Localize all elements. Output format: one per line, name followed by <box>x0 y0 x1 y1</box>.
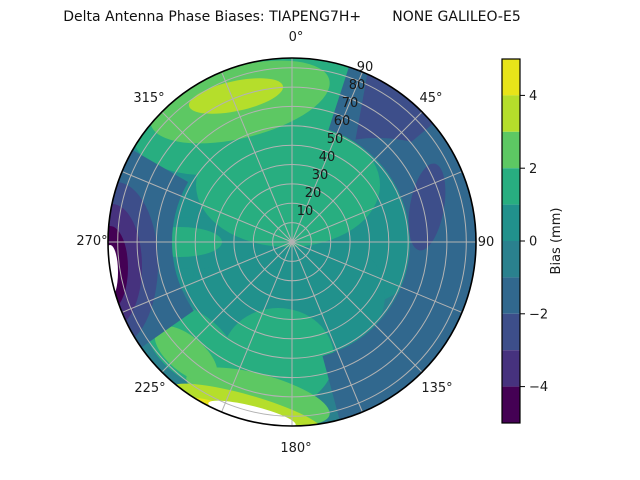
grid-spoke <box>291 111 423 243</box>
colorbar-tick-label: 4 <box>529 89 537 104</box>
theta-tick-label-180: 180° <box>280 441 311 456</box>
r-tick-label: 30 <box>312 168 329 183</box>
colorbar-tick-labels: 4 2 0 −2 −4 <box>529 89 548 395</box>
colorbar-tick-label: −2 <box>529 307 548 322</box>
contour-band-neg2-neg1-right <box>322 65 476 422</box>
grid-spoke <box>291 171 463 243</box>
radial-tick-labels: 10 20 30 40 50 60 70 80 90 <box>297 60 374 219</box>
r-tick-label: 20 <box>305 186 322 201</box>
colorbar-band <box>502 313 520 351</box>
plot-rim <box>107 57 477 427</box>
theta-tick-label-45: 45° <box>419 91 442 106</box>
r-tick-label: 90 <box>357 60 374 75</box>
colorbar-band <box>502 59 520 96</box>
grid-spoke <box>291 71 363 243</box>
colorbar-band <box>502 350 520 387</box>
theta-tick-label-0: 0° <box>289 30 304 45</box>
colorbar-ticks <box>520 94 525 388</box>
colorbar-band <box>502 131 520 169</box>
contour-band-2-3 <box>186 367 330 425</box>
theta-tick-label-135: 135° <box>421 381 452 396</box>
colorbar-band <box>502 386 520 423</box>
colorbar-tick-label: 2 <box>529 162 537 177</box>
colorbar-band <box>502 95 520 132</box>
grid-spoke <box>291 241 463 313</box>
colorbar-band <box>502 204 520 241</box>
grid-spoke <box>121 241 293 313</box>
theta-tick-label-225: 225° <box>134 381 165 396</box>
colorbar: 4 2 0 −2 −4 Bias (mm) <box>501 58 564 424</box>
colorbar-tick-label: −4 <box>529 380 548 395</box>
polar-grid <box>108 58 476 426</box>
grid-spoke <box>221 71 293 243</box>
azimuth-tick-labels: 0° 45° 90 135° 180° 225° 270° 315° <box>76 30 494 456</box>
r-tick-label: 60 <box>334 114 351 129</box>
r-tick-label: 80 <box>349 78 366 93</box>
contour-band-neg3-neg2-rim <box>355 72 435 142</box>
r-tick-label: 50 <box>327 132 344 147</box>
grid-spoke <box>291 241 363 413</box>
colorbar-band <box>502 277 520 314</box>
grid-spoke <box>161 111 293 243</box>
colorbar-axis-label: Bias (mm) <box>549 208 564 275</box>
colorbar-band <box>502 168 520 205</box>
theta-tick-label-270: 270° <box>76 234 107 249</box>
theta-tick-label-315: 315° <box>133 91 164 106</box>
grid-spoke <box>161 241 293 373</box>
theta-tick-label-90: 90 <box>478 235 495 250</box>
r-tick-label: 40 <box>319 150 336 165</box>
chart-title: Delta Antenna Phase Biases: TIAPENG7H+ N… <box>63 9 521 25</box>
r-tick-label: 70 <box>342 96 359 111</box>
grid-spoke <box>291 241 423 373</box>
grid-spoke <box>121 171 293 243</box>
colorbar-tick-label: 0 <box>529 235 537 250</box>
contour-overflow-high <box>208 400 296 426</box>
contour-band-3-4 <box>188 78 284 114</box>
r-tick-label: 10 <box>297 204 314 219</box>
grid-spoke <box>221 241 293 413</box>
colorbar-band <box>502 241 520 278</box>
